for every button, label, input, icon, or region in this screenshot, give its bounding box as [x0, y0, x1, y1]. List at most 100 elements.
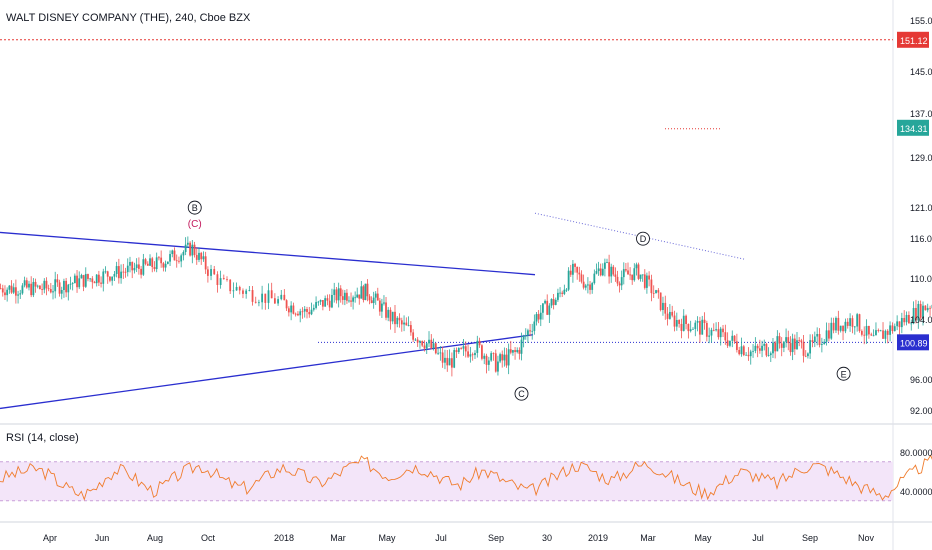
candle-body: [43, 280, 46, 290]
price-tick-label: 155.00: [910, 16, 932, 26]
candle-body: [884, 330, 887, 339]
candle-body: [189, 242, 191, 256]
candle-body: [705, 322, 708, 337]
candle-body: [893, 326, 896, 332]
candle-body: [616, 276, 619, 284]
candle-body: [385, 302, 387, 318]
price-mark-box: [897, 31, 929, 48]
candle-body: [811, 340, 814, 343]
candle-body: [457, 348, 460, 353]
candle-body: [95, 274, 98, 284]
candle-body: [102, 271, 105, 284]
candle-body: [400, 320, 403, 325]
candle-body: [0, 288, 2, 290]
candle-body: [25, 280, 28, 288]
candle-body: [467, 351, 469, 357]
candle-body: [10, 285, 13, 293]
candle-body: [321, 300, 324, 307]
candle-body: [142, 259, 145, 275]
candle-body: [376, 293, 379, 301]
candle-body: [30, 283, 33, 296]
time-tick-label: May: [694, 533, 712, 543]
time-tick-label: Aug: [147, 533, 163, 543]
candle-body: [71, 283, 74, 284]
candle-body: [162, 263, 165, 268]
candle-body: [341, 296, 344, 300]
candle-body: [17, 294, 19, 296]
candle-body: [648, 275, 650, 280]
candle-body: [865, 325, 868, 336]
candle-body: [23, 280, 26, 286]
candle-body: [708, 335, 711, 337]
time-tick-label: Sep: [802, 533, 818, 543]
candle-body: [32, 281, 35, 296]
candle-body: [765, 343, 768, 356]
wave-circle-marker: [187, 200, 202, 215]
candle-body: [631, 274, 634, 281]
rsi-layer: [0, 454, 932, 502]
candle-body: [478, 340, 481, 346]
price-tick-label: 104.00: [910, 315, 932, 325]
candle-body: [115, 266, 118, 274]
candle-body: [601, 268, 604, 276]
candle-body: [290, 305, 293, 313]
candle-body: [54, 279, 57, 292]
candle-body: [308, 312, 311, 315]
time-tick-label: Jun: [95, 533, 110, 543]
candle-body: [226, 279, 228, 280]
candle-body: [919, 303, 922, 318]
candle-body: [193, 244, 196, 255]
candle-body: [299, 311, 302, 316]
candle-body: [195, 254, 198, 260]
candle-body: [565, 289, 568, 291]
candle-body: [503, 354, 506, 361]
candle-body: [776, 336, 779, 352]
candle-body: [348, 300, 350, 302]
wave-label: (C): [188, 219, 202, 230]
candle-body: [383, 302, 385, 304]
candle-body: [389, 309, 392, 322]
candle-body: [169, 254, 171, 262]
candle-body: [21, 285, 24, 294]
candle-body: [774, 342, 777, 352]
candle-body: [437, 352, 439, 354]
candle-body: [501, 354, 504, 361]
wave-circle-label: C: [518, 389, 525, 399]
candle-body: [809, 340, 812, 354]
wave-circle-label: E: [841, 369, 847, 379]
candle-body: [680, 323, 683, 331]
candle-body: [903, 317, 906, 323]
candle-body: [41, 289, 43, 290]
candle-body: [448, 358, 451, 366]
candle-body: [512, 350, 514, 353]
candle-body: [460, 348, 463, 349]
candle-body: [267, 290, 270, 303]
candle-body: [635, 264, 638, 269]
price-mark-box: [897, 119, 929, 136]
candle-body: [745, 354, 748, 356]
price-tick-label: 145.00: [910, 67, 932, 77]
candle-body: [837, 317, 840, 331]
candle-body: [439, 352, 442, 354]
price-tick-label: 116.00: [910, 234, 932, 244]
candle-body: [655, 290, 657, 294]
candle-body: [129, 261, 131, 266]
candle-body: [726, 340, 729, 346]
candle-body: [772, 342, 774, 354]
candle-body: [303, 308, 306, 312]
candle-body: [922, 305, 924, 318]
candle-body: [563, 289, 566, 294]
candle-body: [552, 299, 555, 305]
candle-body: [124, 271, 127, 273]
candle-body: [664, 302, 667, 314]
candle-body: [219, 278, 222, 285]
candle-body: [350, 300, 352, 302]
candle-body: [317, 301, 320, 303]
candle-body: [825, 330, 828, 342]
candle-body: [487, 360, 490, 365]
candle-body: [19, 293, 22, 295]
candle-body: [791, 338, 794, 353]
candle-body: [917, 303, 920, 321]
candle-body: [180, 255, 183, 262]
candle-body: [483, 355, 486, 359]
